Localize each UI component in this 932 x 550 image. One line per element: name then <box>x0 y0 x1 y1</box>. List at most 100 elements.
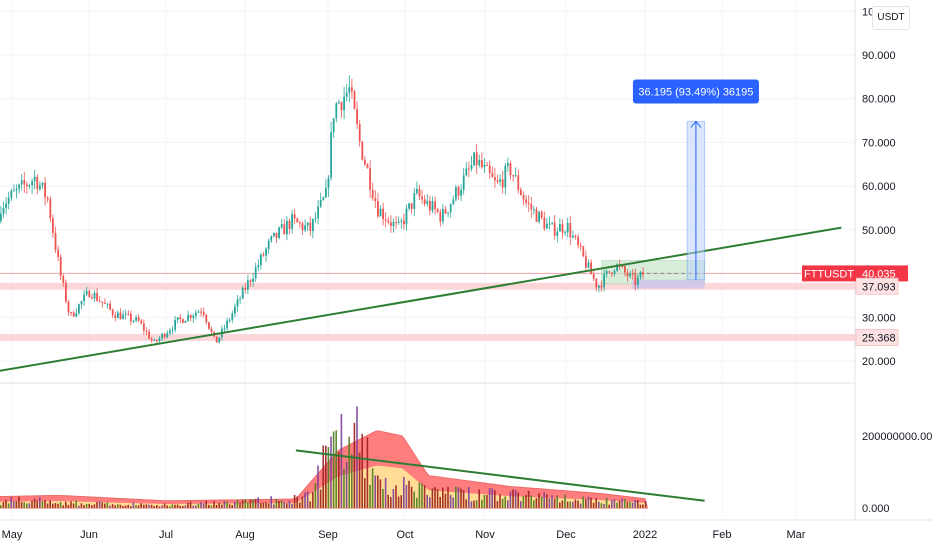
candle-body <box>603 273 605 288</box>
volume-bar <box>538 493 540 508</box>
volume-bar <box>322 445 324 508</box>
candle-body <box>384 219 387 221</box>
volume-bar <box>244 499 246 508</box>
candle-body <box>239 298 241 300</box>
volume-bar <box>91 505 93 508</box>
volume-bar <box>122 506 124 508</box>
volume-bar <box>109 505 111 508</box>
candle-body <box>538 211 540 222</box>
support-band <box>0 282 855 290</box>
candle-body <box>278 227 280 238</box>
candle-body <box>283 224 286 235</box>
volume-bar <box>426 494 428 508</box>
volume-bar <box>421 483 423 508</box>
volume-bar <box>644 500 647 508</box>
candle-body <box>161 333 163 339</box>
candle-body <box>530 204 533 210</box>
candle-body <box>7 197 10 204</box>
candle-body <box>117 312 119 318</box>
candle-body <box>579 245 582 247</box>
volume-bar <box>470 501 473 508</box>
candle-body <box>44 182 46 198</box>
candle-body <box>522 195 525 200</box>
candle-body <box>585 256 587 268</box>
volume-bar <box>117 504 119 508</box>
volume-bar <box>65 501 67 508</box>
y-tick-label: 90.000 <box>862 50 896 62</box>
candle-body <box>5 203 7 208</box>
volume-bar <box>377 475 379 508</box>
currency-badge[interactable]: USDT <box>872 6 910 30</box>
candle-body <box>494 177 496 181</box>
volume-bar <box>582 496 584 508</box>
candle-body <box>364 159 366 165</box>
candle-body <box>434 201 436 210</box>
trendline-layer[interactable] <box>0 226 842 502</box>
y-tick-label: 20.000 <box>862 356 896 368</box>
volume-bar <box>343 469 345 508</box>
volume-bar <box>621 498 623 508</box>
candle-body <box>122 314 124 320</box>
candle-body <box>626 272 629 277</box>
candle-body <box>395 222 397 224</box>
candle-body <box>184 320 187 323</box>
volume-bar <box>507 500 509 508</box>
candle-body <box>31 181 33 186</box>
candle-body <box>187 315 189 321</box>
volume-bar <box>397 496 400 508</box>
volume-bar <box>252 499 254 508</box>
candle-body <box>436 209 439 212</box>
candle-body <box>327 177 330 188</box>
volume-bar <box>382 488 384 508</box>
volume-bar <box>431 488 434 508</box>
candle-body <box>150 338 153 341</box>
volume-bar <box>176 504 179 508</box>
candle-body <box>449 204 452 213</box>
volume-bar <box>608 504 610 508</box>
candle-body <box>543 217 546 229</box>
volume-bar <box>26 503 28 508</box>
symbol-tag: FTTUSDT <box>804 268 854 280</box>
candle-body <box>231 313 234 320</box>
candle-body <box>111 309 114 316</box>
volume-bar <box>33 498 36 508</box>
volume-bar <box>569 501 571 508</box>
volume-bar <box>54 503 57 508</box>
price-trendline[interactable] <box>0 226 842 377</box>
volume-bar <box>132 502 135 508</box>
volume-bar <box>169 506 171 508</box>
volume-bar <box>447 486 449 508</box>
volume-bar <box>171 504 174 508</box>
candle-body <box>358 124 361 142</box>
candle-body <box>512 175 514 177</box>
volume-bar <box>317 465 319 508</box>
volume-bar <box>629 501 631 508</box>
volume-trendline[interactable] <box>295 449 705 502</box>
volume-bar <box>455 486 457 508</box>
candle-body <box>236 299 239 307</box>
candle-body <box>301 223 304 231</box>
volume-bar <box>273 504 275 508</box>
candle-body <box>83 294 85 302</box>
candle-body <box>582 246 585 257</box>
candle-body <box>127 313 130 315</box>
horizontal-levels <box>0 272 855 342</box>
volume-bar <box>486 495 488 508</box>
measure-tool[interactable]: 36.195 (93.49%) 36195 <box>632 79 759 281</box>
volume-bar <box>41 501 44 508</box>
candle-body <box>57 249 59 257</box>
x-tick-label: Jul <box>159 529 173 541</box>
volume-bar <box>5 499 7 508</box>
candle-body <box>410 203 413 209</box>
volume-bar <box>514 489 517 508</box>
candle-body <box>249 280 252 282</box>
candle-body <box>507 163 509 166</box>
candle-body <box>234 306 236 314</box>
volume-bar <box>247 502 249 508</box>
candle-body <box>163 333 166 338</box>
volume-bar <box>241 500 244 508</box>
volume-bar <box>166 505 168 508</box>
volume-bar <box>13 501 15 508</box>
candle-body <box>551 222 553 224</box>
